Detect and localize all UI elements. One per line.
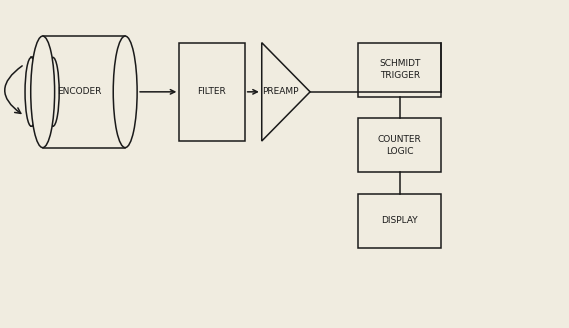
Ellipse shape bbox=[25, 57, 38, 126]
Ellipse shape bbox=[47, 57, 59, 126]
Text: DISPLAY: DISPLAY bbox=[381, 216, 418, 225]
Bar bbox=[358, 118, 441, 172]
Text: PREAMP: PREAMP bbox=[262, 87, 298, 96]
Ellipse shape bbox=[113, 36, 137, 148]
Text: FILTER: FILTER bbox=[197, 87, 226, 96]
Text: SCHMIDT
TRIGGER: SCHMIDT TRIGGER bbox=[379, 59, 420, 80]
Text: ENCODER: ENCODER bbox=[57, 87, 102, 96]
Bar bbox=[179, 43, 245, 141]
Text: COUNTER
LOGIC: COUNTER LOGIC bbox=[378, 135, 422, 155]
Ellipse shape bbox=[31, 36, 55, 148]
Bar bbox=[43, 36, 125, 148]
Bar bbox=[358, 43, 441, 97]
Bar bbox=[358, 194, 441, 248]
Polygon shape bbox=[262, 43, 310, 141]
Bar bbox=[31, 57, 53, 126]
